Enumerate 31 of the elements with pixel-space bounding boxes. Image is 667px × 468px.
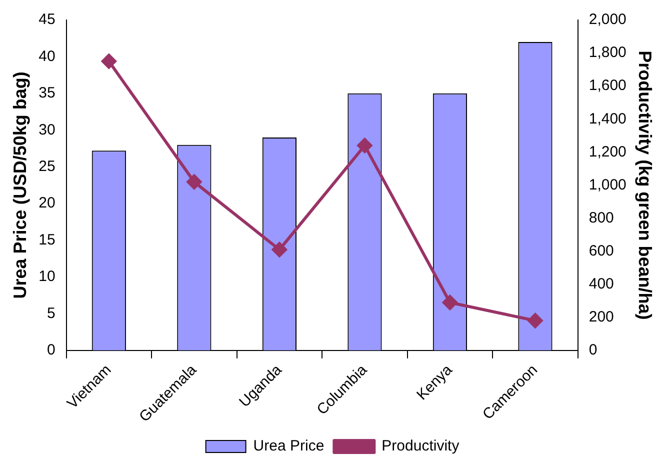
y2-tick-label: 1,600 [588,77,626,94]
legend-label: Productivity [382,438,460,455]
point [272,242,287,258]
y2-tick-label: 400 [588,275,614,292]
y2-tick-label: 800 [588,209,614,226]
y-axis-title: Urea Price (USD/50kg bag) [10,72,30,299]
y2-tick-label: 1,000 [588,176,626,194]
point [357,138,372,154]
y2-tick-label: 0 [588,342,598,359]
y2-tick-label: 2,000 [588,11,626,28]
y2-tick-label: 600 [588,242,614,260]
y2-axis-title: Productivity (kg green bean/ha) [635,50,656,320]
legend-label: Urea Price [253,438,324,455]
y-tick-label: 35 [38,84,56,102]
y-tick-label: 5 [46,304,56,322]
y-tick-label: 30 [38,121,56,138]
y2-tick-label: 1,800 [588,44,626,62]
y-tick-label: 25 [38,158,56,175]
point [442,294,458,310]
y2-tick-label: 1,200 [588,143,626,160]
y-tick-label: 0 [46,342,56,359]
y2-tick-label: 200 [588,308,614,326]
point [528,313,543,328]
y-tick-label: 10 [38,268,56,286]
y-tick-label: 15 [38,231,56,248]
y-tick-label: 40 [38,48,56,65]
point [101,54,116,69]
y-tick-label: 20 [38,194,56,212]
y2-tick-label: 1,400 [588,110,626,128]
y-tick-label: 45 [38,11,56,28]
point [186,174,202,190]
